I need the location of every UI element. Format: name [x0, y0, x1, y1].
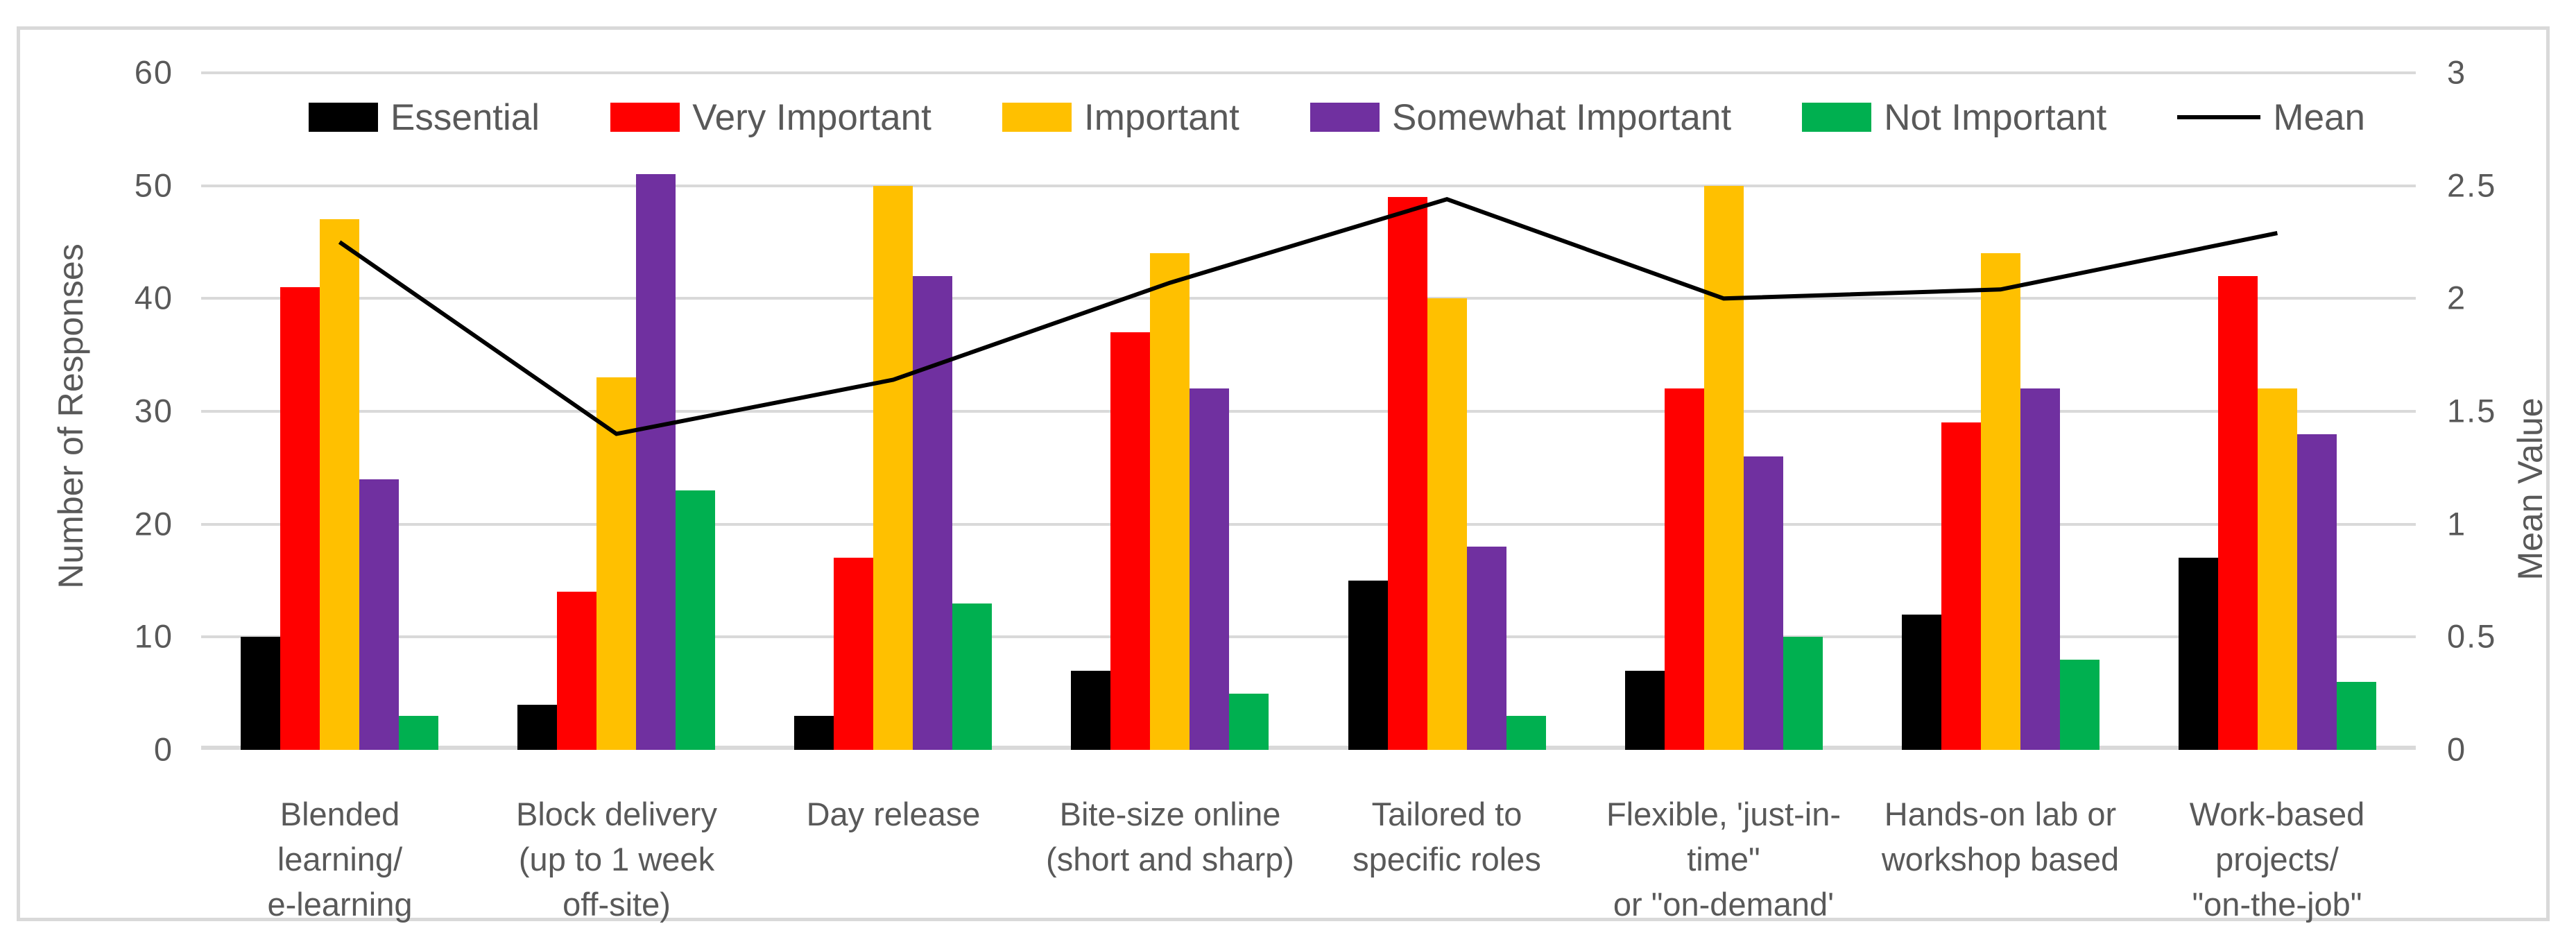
legend-item-essential: Essential: [309, 96, 540, 139]
legend-item-important: Important: [1002, 96, 1239, 139]
mean-line-path: [338, 197, 2278, 436]
right-axis-tick-1.5: 1.5: [2447, 392, 2497, 429]
right-axis-tick-1: 1: [2447, 505, 2467, 542]
bar-important-4: [1427, 298, 1467, 750]
legend-swatch-not-important: [1802, 103, 1872, 132]
bar-very-important-0: [280, 287, 320, 750]
left-axis-tick-30: 30: [134, 392, 173, 429]
legend-swatch-important: [1002, 103, 1072, 132]
legend-label-important: Important: [1084, 96, 1239, 138]
bar-essential-2: [794, 716, 834, 750]
legend-label-essential: Essential: [390, 96, 540, 138]
legend-swatch-essential: [309, 103, 378, 132]
category-label-0: Blended learning/ e-learning: [267, 796, 413, 923]
legend-label-mean: Mean: [2273, 96, 2365, 138]
right-axis-tick-2: 2: [2447, 279, 2467, 316]
right-axis-title: Mean Value: [2511, 397, 2550, 581]
bar-not-important-4: [1506, 716, 1546, 750]
legend-swatch-very-important: [610, 103, 680, 132]
bar-somewhat-important-4: [1467, 547, 1506, 750]
bar-not-important-2: [952, 603, 992, 750]
legend-label-very-important: Very Important: [692, 96, 931, 138]
bar-essential-4: [1348, 581, 1388, 750]
category-label-3: Bite-size online (short and sharp): [1046, 796, 1294, 877]
category-label-4: Tailored to specific roles: [1353, 796, 1541, 877]
bar-important-2: [873, 186, 913, 750]
legend-item-somewhat-important: Somewhat Important: [1310, 96, 1731, 139]
bar-somewhat-important-3: [1190, 388, 1229, 750]
legend-item-very-important: Very Important: [610, 96, 931, 139]
legend-mean-line-icon: [2177, 115, 2261, 119]
bar-very-important-5: [1665, 388, 1704, 750]
bar-essential-5: [1625, 671, 1665, 750]
legend-label-not-important: Not Important: [1884, 96, 2107, 138]
bar-not-important-7: [2337, 682, 2376, 750]
x-axis-line: [201, 746, 2416, 750]
bar-somewhat-important-5: [1744, 456, 1783, 750]
legend-item-mean: Mean: [2177, 96, 2365, 139]
bar-important-3: [1150, 253, 1190, 750]
category-label-5: Flexible, 'just-in- time" or "on-demand': [1606, 796, 1841, 923]
right-axis-tick-0.5: 0.5: [2447, 617, 2497, 655]
bar-essential-3: [1071, 671, 1110, 750]
category-label-6: Hands-on lab or workshop based: [1881, 796, 2120, 877]
bar-not-important-6: [2060, 660, 2100, 750]
left-axis-tick-20: 20: [134, 505, 173, 542]
category-label-7: Work-based projects/ "on-the-job": [2189, 796, 2365, 923]
legend-swatch-somewhat-important: [1310, 103, 1380, 132]
gridline: [201, 523, 2416, 526]
bar-essential-6: [1902, 615, 1941, 750]
right-axis-tick-0: 0: [2447, 730, 2467, 768]
bar-very-important-1: [557, 592, 596, 750]
bar-important-6: [1981, 253, 2020, 750]
bar-somewhat-important-0: [359, 479, 399, 750]
legend-item-not-important: Not Important: [1802, 96, 2106, 139]
legend-label-somewhat-important: Somewhat Important: [1392, 96, 1732, 138]
bar-essential-0: [241, 637, 280, 750]
bar-essential-7: [2179, 558, 2218, 750]
mean-line: [338, 197, 2278, 436]
right-axis-tick-3: 3: [2447, 53, 2467, 91]
bar-very-important-4: [1388, 197, 1427, 750]
gridline: [201, 410, 2416, 413]
bar-very-important-3: [1110, 332, 1150, 750]
bar-essential-1: [517, 705, 557, 750]
left-axis-tick-50: 50: [134, 166, 173, 204]
bar-somewhat-important-2: [913, 276, 952, 750]
bar-important-0: [320, 219, 359, 750]
bar-somewhat-important-1: [636, 174, 676, 750]
bar-very-important-7: [2218, 276, 2258, 750]
left-axis-tick-60: 60: [134, 53, 173, 91]
bar-somewhat-important-7: [2297, 434, 2337, 750]
left-axis-tick-40: 40: [134, 279, 173, 316]
bar-very-important-6: [1941, 422, 1981, 750]
gridline: [201, 635, 2416, 638]
bar-not-important-1: [676, 490, 715, 750]
bar-not-important-5: [1783, 637, 1823, 750]
left-axis-tick-10: 10: [134, 617, 173, 655]
category-label-2: Day release: [806, 796, 981, 832]
gridline: [201, 185, 2416, 187]
chart-frame: [17, 26, 2550, 921]
gridline: [201, 297, 2416, 300]
left-axis-tick-0: 0: [153, 730, 173, 768]
right-axis-tick-2.5: 2.5: [2447, 166, 2497, 204]
bar-important-7: [2258, 388, 2297, 750]
plot-area: [201, 71, 2416, 750]
bar-not-important-0: [399, 716, 438, 750]
bar-important-1: [596, 377, 636, 750]
bar-important-5: [1704, 186, 1744, 750]
category-label-1: Block delivery (up to 1 week off-site): [516, 796, 717, 923]
gridline: [201, 71, 2416, 74]
bar-very-important-2: [834, 558, 873, 750]
bar-somewhat-important-6: [2020, 388, 2060, 750]
bar-not-important-3: [1229, 694, 1269, 750]
legend: Essential Very Important Important Somewhat…: [309, 96, 2365, 139]
